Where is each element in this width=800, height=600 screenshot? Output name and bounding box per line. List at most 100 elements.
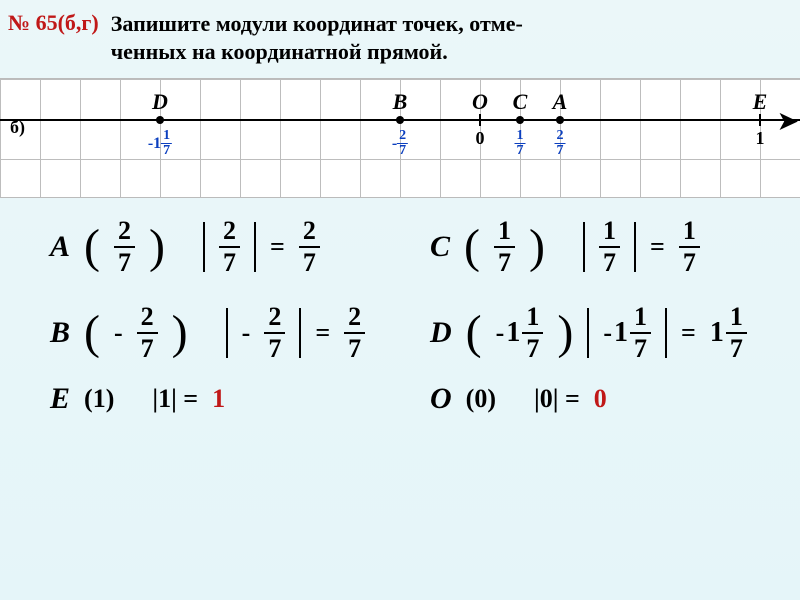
arrow-right-icon: ➤ (778, 107, 798, 136)
coord-B-num: 2 (397, 129, 408, 144)
point-A (556, 116, 564, 124)
E-coord: (1) (84, 384, 114, 414)
var-A: A (50, 230, 70, 264)
A-abs-den: 7 (219, 248, 240, 276)
rparen-B: ) (172, 314, 188, 352)
A-res-num: 2 (299, 218, 320, 248)
B-abs-num: 2 (264, 304, 285, 334)
coord-C-num: 1 (515, 129, 526, 144)
var-C: C (430, 230, 450, 264)
O-coord-val: 0 (474, 384, 487, 413)
point-label-O: O (472, 89, 488, 115)
A-res-den: 7 (299, 248, 320, 276)
var-B: B (50, 316, 70, 350)
var-O: O (430, 382, 452, 416)
C-coord-den: 7 (494, 248, 515, 276)
tick-1 (759, 114, 761, 126)
equation-E: E (1) |1| = 1 (50, 382, 370, 416)
D-coord-num: 1 (522, 304, 543, 334)
coord-B-den: 7 (397, 144, 408, 158)
text-line2: ченных на координатной прямой. (111, 39, 448, 64)
equals-D: = (681, 318, 696, 348)
coord-A-den: 7 (555, 144, 566, 158)
text-line1: Запишите модули координат точек, отме- (111, 11, 523, 36)
point-B (396, 116, 404, 124)
B-res-frac: 27 (344, 304, 365, 362)
A-coord-num: 2 (114, 218, 135, 248)
var-E: E (50, 382, 70, 416)
point-C (516, 116, 524, 124)
equation-B: B ( - 27 ) - 27 = 27 (50, 304, 370, 362)
abs-r-C (634, 222, 636, 272)
D-coord-mix: - 1 17 (496, 304, 544, 362)
E-abs: |1| = (152, 384, 198, 414)
point-label-A: A (553, 89, 568, 115)
B-res-den: 7 (344, 334, 365, 362)
coord-D-num: 1 (161, 129, 172, 144)
B-coord-num: 2 (137, 304, 158, 334)
B-res-num: 2 (344, 304, 365, 334)
problem-number: № 65(б,г) (8, 10, 99, 36)
A-abs-frac: 27 (219, 218, 240, 276)
C-res-den: 7 (679, 248, 700, 276)
D-neg: - (496, 318, 505, 348)
equals-B: = (315, 318, 330, 348)
equation-O: O (0) |0| = 0 (430, 382, 750, 416)
tick-0 (479, 114, 481, 126)
B-coord-frac: 27 (137, 304, 158, 362)
coord-O: 0 (476, 129, 485, 147)
equation-C: C ( 17 ) 17 = 17 (430, 218, 750, 276)
D-abs-num: 1 (630, 304, 651, 334)
D-res-den: 7 (726, 334, 747, 362)
equals-A: = (270, 232, 285, 262)
coord-A: 27 (555, 129, 566, 158)
lparen-B: ( (84, 314, 100, 352)
A-coord-frac: 27 (114, 218, 135, 276)
D-abs-den: 7 (630, 334, 651, 362)
number-line-grid: б) ➤ D -117 B -27 O 0 C 17 A 27 E 1 (0, 78, 800, 198)
rparen-D: ) (557, 314, 573, 352)
D-abs-whole: 1 (614, 317, 628, 349)
abs-l-A (203, 222, 205, 272)
B-abs-frac: 27 (264, 304, 285, 362)
equation-D: D ( - 1 17 ) - 1 17 = 1 17 (430, 304, 750, 362)
coord-D-whole: -1 (148, 136, 161, 152)
point-label-C: C (513, 89, 528, 115)
E-coord-val: 1 (93, 384, 106, 413)
D-res-num: 1 (726, 304, 747, 334)
coord-E: 1 (756, 129, 765, 147)
B-neg: - (114, 318, 123, 348)
D-whole: 1 (506, 317, 520, 349)
C-res-num: 1 (679, 218, 700, 248)
point-label-B: B (393, 89, 408, 115)
D-coord-den: 7 (522, 334, 543, 362)
coord-C-den: 7 (515, 144, 526, 158)
point-D (156, 116, 164, 124)
var-D: D (430, 316, 452, 350)
point-label-E: E (753, 89, 768, 115)
coord-D-den: 7 (161, 144, 172, 158)
B-abs-neg: - (242, 318, 251, 348)
abs-r-D (665, 308, 667, 358)
C-res-frac: 17 (679, 218, 700, 276)
D-res-mix: 1 17 (710, 304, 747, 362)
abs-l-D (587, 308, 589, 358)
O-coord: (0) (466, 384, 496, 414)
C-abs-den: 7 (599, 248, 620, 276)
abs-r-B (299, 308, 301, 358)
lparen-C: ( (464, 228, 480, 266)
E-result: 1 (212, 384, 225, 414)
equation-A: A ( 27 ) 27 = 27 (50, 218, 370, 276)
rparen-C: ) (529, 228, 545, 266)
coord-B: -27 (392, 129, 408, 158)
equations-grid: A ( 27 ) 27 = 27 C ( 17 ) 17 = 17 B ( - … (0, 198, 800, 372)
B-abs-den: 7 (264, 334, 285, 362)
D-abs-mix: - 1 17 (603, 304, 651, 362)
abs-l-B (226, 308, 228, 358)
coord-C: 17 (515, 129, 526, 158)
abs-l-C (583, 222, 585, 272)
C-abs-frac: 17 (599, 218, 620, 276)
D-res-whole: 1 (710, 317, 724, 349)
D-abs-neg: - (603, 318, 612, 348)
C-abs-num: 1 (599, 218, 620, 248)
